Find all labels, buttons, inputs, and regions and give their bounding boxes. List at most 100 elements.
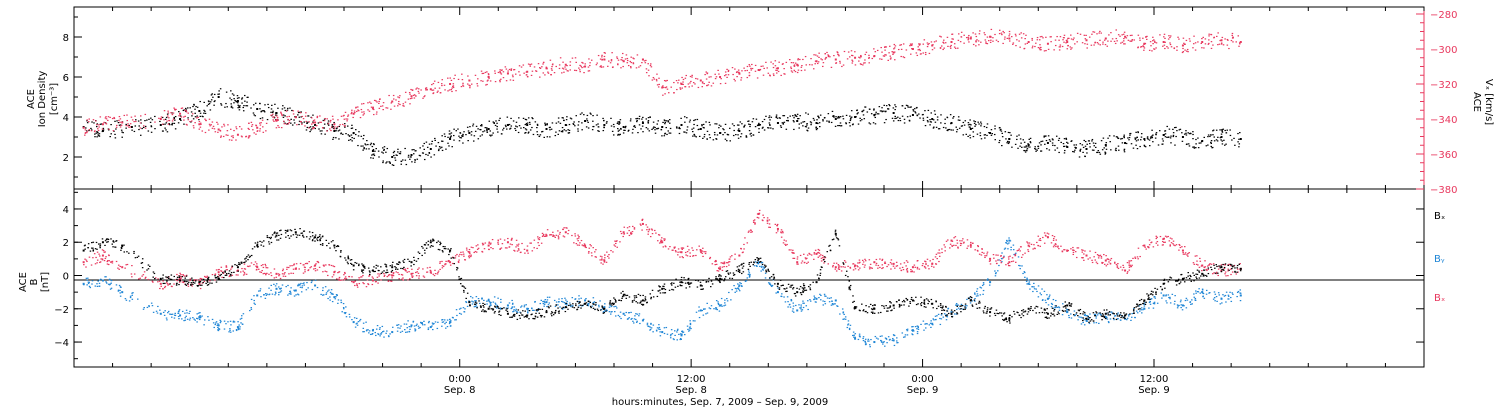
ion-density-point <box>139 134 142 136</box>
vx-point <box>733 78 735 80</box>
vx-point <box>1104 43 1107 46</box>
by-point <box>848 327 851 329</box>
by-point <box>670 333 672 336</box>
vx-point <box>584 65 587 68</box>
by-point <box>186 318 189 320</box>
vx-point <box>1037 46 1040 49</box>
ion-density-point <box>722 128 724 130</box>
ion-density-point <box>976 133 979 135</box>
vx-point <box>1059 44 1062 46</box>
ion-density-point <box>1222 128 1225 130</box>
vx-point <box>1012 43 1014 45</box>
vx-point <box>1152 43 1154 45</box>
vx-point <box>500 78 502 80</box>
vx-point <box>105 118 108 120</box>
by-point <box>1093 322 1095 324</box>
bz-point <box>182 281 185 284</box>
ion-density-point <box>488 120 491 122</box>
vx-point <box>617 59 620 61</box>
ion-density-point <box>566 116 568 118</box>
ion-density-point <box>967 135 969 138</box>
bz-point <box>306 262 308 264</box>
by-point <box>512 311 514 313</box>
vx-point <box>1201 38 1203 40</box>
by-point <box>513 309 515 311</box>
vx-point <box>727 70 730 73</box>
vx-point <box>281 114 283 117</box>
ion-density-point <box>557 117 560 119</box>
vx-point <box>968 34 970 37</box>
by-point <box>101 279 104 282</box>
bz-point <box>348 275 350 278</box>
by-point <box>1193 296 1196 298</box>
vx-point <box>942 41 944 43</box>
bz-point <box>336 278 338 280</box>
ion-density-point <box>453 134 455 137</box>
bz-point <box>217 271 220 274</box>
ion-density-point <box>665 126 667 129</box>
vx-point <box>541 66 543 68</box>
ion-density-point <box>233 94 235 96</box>
by-point <box>723 305 725 307</box>
vx-point <box>512 79 515 81</box>
ion-density-point <box>333 121 335 124</box>
vx-point <box>837 54 840 56</box>
ion-density-point <box>651 128 653 131</box>
vx-point <box>425 87 428 89</box>
by-point <box>199 318 201 321</box>
bz-point <box>368 275 370 277</box>
bz-point <box>322 264 325 266</box>
ion-density-point <box>620 127 622 130</box>
by-point <box>217 324 220 327</box>
vx-point <box>976 39 978 41</box>
ion-density-point <box>207 103 210 106</box>
ion-density-point <box>868 122 870 124</box>
bz-point <box>235 274 238 276</box>
vx-point <box>946 36 949 38</box>
bz-point <box>417 272 420 274</box>
by-point <box>427 328 430 331</box>
by-point <box>531 309 534 311</box>
vx-point <box>750 67 752 70</box>
by-point <box>465 301 468 304</box>
ion-density-point <box>642 131 644 133</box>
ion-density-point <box>911 114 914 116</box>
bz-point <box>199 287 202 290</box>
ion-density-point <box>656 128 659 130</box>
by-point <box>933 319 935 321</box>
ion-density-point <box>716 134 719 136</box>
vx-point <box>1210 34 1213 36</box>
vx-point <box>985 41 987 43</box>
ion-density-point <box>719 132 722 134</box>
vx-point <box>1111 38 1114 40</box>
vx-point <box>830 66 833 68</box>
ion-density-point <box>1027 143 1029 145</box>
ion-density-point <box>250 107 252 109</box>
ion-density-point <box>385 162 387 164</box>
ion-density-point <box>1170 142 1172 144</box>
ion-density-point <box>355 129 357 131</box>
bz-point <box>293 263 296 265</box>
vx-point <box>1018 40 1020 42</box>
ion-density-point <box>389 162 391 164</box>
bz-point <box>211 273 214 276</box>
by-point <box>566 304 568 306</box>
by-point <box>659 331 661 333</box>
by-point <box>893 334 896 337</box>
vx-point <box>270 114 272 116</box>
by-point <box>557 304 559 306</box>
ion-density-point <box>489 130 492 132</box>
by-point <box>383 336 385 338</box>
by-point <box>847 320 850 322</box>
by-point <box>957 304 959 306</box>
by-point <box>396 324 398 326</box>
by-point <box>1185 297 1188 299</box>
by-point <box>1035 288 1037 290</box>
by-point <box>738 286 740 288</box>
ion-density-point <box>398 152 401 155</box>
ion-density-point <box>363 147 365 149</box>
by-point <box>650 327 653 329</box>
ion-density-point <box>802 125 804 127</box>
bz-point <box>181 281 184 283</box>
ion-density-point <box>1020 142 1022 144</box>
